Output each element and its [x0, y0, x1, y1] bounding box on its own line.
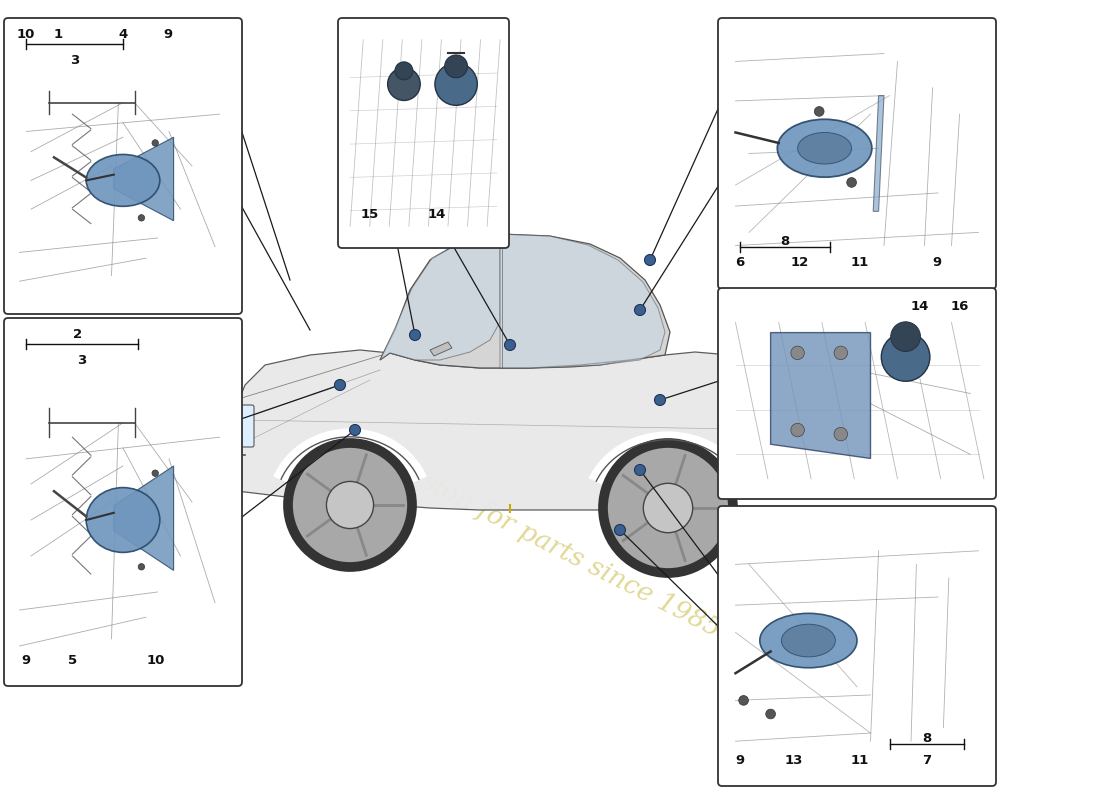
Text: 13: 13	[784, 754, 803, 766]
Circle shape	[350, 425, 361, 435]
FancyBboxPatch shape	[220, 405, 254, 447]
Text: 8: 8	[780, 235, 790, 248]
FancyBboxPatch shape	[718, 18, 996, 289]
Circle shape	[139, 563, 144, 570]
Polygon shape	[500, 234, 666, 368]
Text: 5: 5	[68, 654, 78, 666]
Circle shape	[635, 465, 646, 475]
Circle shape	[791, 346, 804, 360]
Circle shape	[654, 394, 666, 406]
FancyBboxPatch shape	[718, 288, 996, 499]
Ellipse shape	[86, 488, 160, 552]
Polygon shape	[113, 466, 174, 570]
Polygon shape	[430, 342, 452, 356]
FancyBboxPatch shape	[718, 506, 996, 786]
Circle shape	[739, 695, 748, 706]
Polygon shape	[220, 350, 805, 510]
Ellipse shape	[760, 614, 857, 668]
Circle shape	[409, 330, 420, 341]
Text: 11: 11	[851, 754, 869, 766]
Circle shape	[891, 322, 921, 351]
Circle shape	[766, 709, 775, 719]
Circle shape	[834, 427, 847, 441]
Text: 3: 3	[77, 354, 87, 367]
Text: 8: 8	[923, 732, 932, 745]
Polygon shape	[771, 333, 870, 458]
Text: 10: 10	[16, 27, 35, 41]
Text: 9: 9	[164, 27, 173, 41]
Circle shape	[645, 254, 656, 266]
Text: 11: 11	[851, 257, 869, 270]
Circle shape	[152, 140, 158, 146]
Text: 14: 14	[911, 299, 930, 313]
Polygon shape	[873, 96, 884, 211]
Circle shape	[881, 333, 930, 382]
Text: 9: 9	[736, 754, 745, 766]
Text: 2: 2	[74, 327, 82, 341]
Polygon shape	[379, 234, 500, 360]
Polygon shape	[379, 234, 670, 368]
Circle shape	[288, 443, 412, 567]
Circle shape	[444, 55, 468, 78]
Circle shape	[615, 525, 626, 535]
Ellipse shape	[781, 624, 835, 657]
Text: 9: 9	[933, 257, 942, 270]
FancyBboxPatch shape	[4, 318, 242, 686]
Circle shape	[327, 482, 374, 529]
Circle shape	[791, 423, 804, 437]
Text: 16: 16	[950, 299, 969, 313]
Text: 7: 7	[923, 754, 932, 766]
Circle shape	[387, 68, 420, 101]
Ellipse shape	[778, 119, 872, 177]
Ellipse shape	[798, 133, 851, 164]
Circle shape	[603, 443, 733, 573]
Circle shape	[505, 339, 516, 350]
Text: 10: 10	[146, 654, 165, 666]
Polygon shape	[113, 137, 174, 221]
Text: 3: 3	[70, 54, 79, 67]
Text: 4: 4	[119, 27, 128, 41]
FancyBboxPatch shape	[338, 18, 509, 248]
Text: 12: 12	[791, 257, 810, 270]
Circle shape	[139, 214, 144, 221]
Circle shape	[395, 62, 412, 80]
Circle shape	[834, 346, 847, 360]
Circle shape	[434, 63, 477, 106]
Circle shape	[847, 178, 857, 187]
Circle shape	[152, 470, 158, 477]
Text: 14: 14	[428, 207, 447, 221]
Text: 1: 1	[54, 27, 63, 41]
Text: 6: 6	[736, 257, 745, 270]
Ellipse shape	[86, 154, 160, 206]
Text: 15: 15	[361, 207, 379, 221]
Circle shape	[334, 379, 345, 390]
Text: 9: 9	[21, 654, 31, 666]
FancyBboxPatch shape	[4, 18, 242, 314]
Circle shape	[814, 106, 824, 116]
Text: passion for parts since 1985: passion for parts since 1985	[376, 448, 724, 642]
Circle shape	[635, 305, 646, 315]
FancyBboxPatch shape	[791, 429, 803, 461]
Circle shape	[644, 483, 693, 533]
